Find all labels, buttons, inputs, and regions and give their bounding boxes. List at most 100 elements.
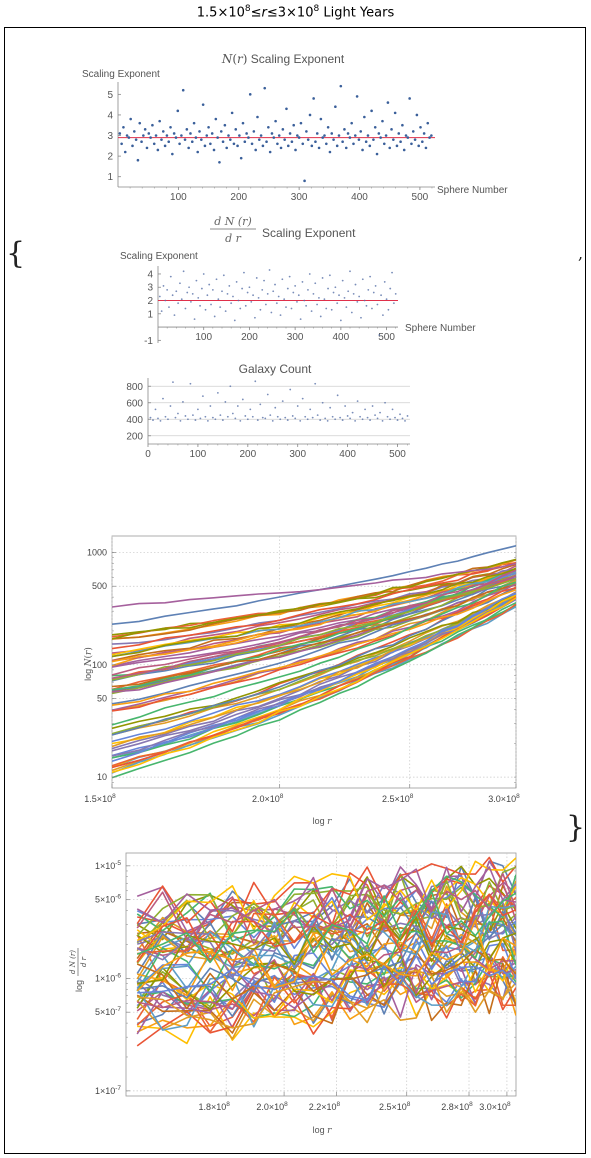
y-tick-label: 1×10-6	[95, 972, 121, 983]
data-point	[318, 296, 320, 299]
data-point	[167, 418, 169, 421]
x-tick-label: 2.2×108	[309, 1101, 341, 1112]
data-point	[250, 142, 254, 146]
data-series	[112, 558, 516, 640]
y-tick-label: 4	[107, 110, 113, 121]
data-series	[112, 587, 516, 712]
data-point	[378, 334, 381, 336]
data-point	[389, 287, 392, 290]
data-point	[408, 97, 411, 100]
data-point	[399, 413, 401, 416]
data-point	[314, 140, 317, 144]
data-point	[276, 415, 279, 418]
data-point	[349, 417, 352, 420]
data-point	[261, 144, 265, 148]
x-tick-label: 400	[339, 449, 356, 460]
data-point	[216, 136, 219, 139]
data-point	[402, 148, 406, 152]
data-point	[199, 304, 201, 307]
x-tick-label: 300	[289, 449, 306, 460]
data-point	[296, 300, 298, 303]
data-series	[112, 594, 516, 768]
x-tick-label: 3.0×108	[479, 1101, 511, 1112]
data-point	[365, 304, 368, 307]
data-point	[356, 300, 359, 303]
data-point	[354, 283, 357, 286]
data-point	[176, 109, 180, 113]
data-point	[257, 296, 260, 299]
data-point	[334, 418, 337, 421]
series-group	[112, 545, 516, 779]
y-tick-label: 5	[107, 90, 113, 101]
data-point	[177, 412, 179, 415]
title-rest: Scaling Exponent	[262, 226, 356, 240]
data-point	[238, 134, 241, 137]
data-point	[379, 136, 382, 139]
y-tick-label: 5×10-6	[95, 894, 121, 905]
data-point	[255, 277, 258, 279]
data-point	[319, 315, 322, 318]
data-point	[294, 285, 297, 287]
data-point	[304, 415, 307, 418]
data-point	[274, 119, 277, 123]
data-point	[196, 150, 200, 154]
data-point	[316, 303, 318, 306]
data-point	[237, 299, 240, 302]
data-point	[246, 291, 249, 294]
data-point	[376, 417, 379, 420]
data-point	[123, 150, 127, 154]
data-point	[118, 132, 122, 135]
data-point	[292, 123, 296, 127]
data-point	[241, 287, 244, 290]
data-point	[314, 282, 317, 285]
data-point	[317, 146, 321, 150]
data-point	[178, 142, 181, 146]
data-point	[395, 144, 399, 148]
data-point	[358, 295, 361, 298]
data-point	[270, 311, 273, 314]
data-point	[265, 140, 268, 144]
data-point	[283, 298, 286, 301]
data-point	[346, 415, 349, 417]
data-point	[259, 403, 262, 406]
data-series	[112, 594, 516, 735]
data-point	[225, 146, 228, 150]
data-point	[229, 385, 232, 388]
data-point	[161, 130, 165, 133]
data-point	[224, 310, 227, 313]
y-tick-label: 10	[97, 772, 107, 782]
data-point	[151, 123, 154, 127]
data-point	[391, 408, 394, 411]
data-point	[272, 136, 276, 139]
data-point	[221, 419, 224, 421]
data-point	[339, 84, 343, 88]
data-point	[134, 138, 138, 141]
data-series	[136, 890, 516, 964]
data-point	[230, 111, 234, 115]
data-point	[348, 136, 352, 139]
data-point	[350, 121, 353, 125]
data-series	[136, 876, 516, 951]
data-point	[171, 294, 174, 297]
data-point	[310, 310, 313, 313]
y-tick-label: -1	[144, 336, 153, 347]
y-axis-label: log N(r)	[83, 647, 94, 681]
x-tick-label: 500	[378, 332, 395, 343]
data-point	[363, 115, 366, 119]
data-series	[112, 577, 516, 681]
data-point	[371, 307, 373, 310]
data-point	[379, 411, 381, 414]
data-point	[183, 138, 187, 141]
y-tick-label: 800	[126, 382, 143, 393]
data-point	[226, 292, 229, 295]
data-point	[415, 113, 419, 117]
data-point	[154, 408, 157, 411]
data-point	[341, 279, 344, 282]
data-point	[213, 315, 216, 318]
data-point	[184, 307, 187, 310]
x-axis-label: log r	[313, 1125, 333, 1136]
data-point	[274, 406, 277, 409]
data-point	[281, 128, 285, 131]
data-series	[136, 959, 516, 1025]
